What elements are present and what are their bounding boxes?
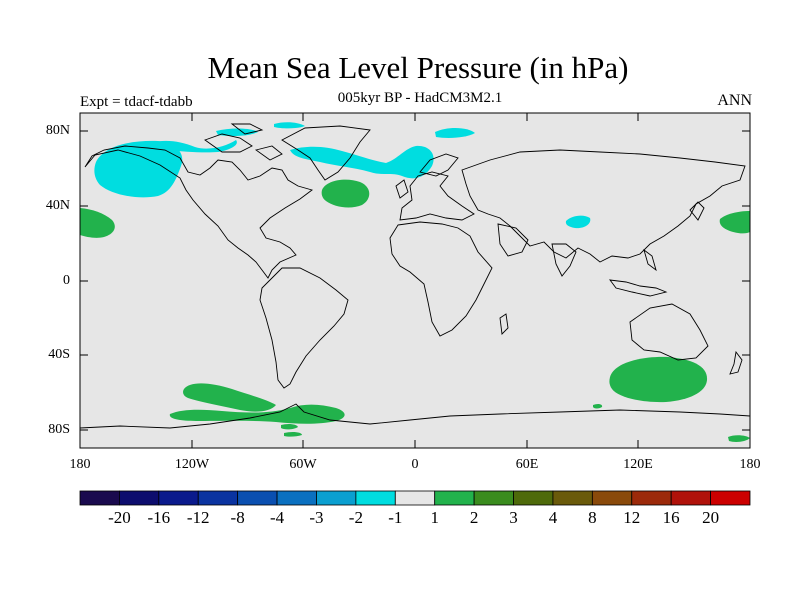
colorbar-tick-label: 8: [588, 508, 597, 527]
colorbar-tick-label: -8: [230, 508, 245, 527]
colorbar-tick-label: -12: [186, 508, 210, 527]
coast-arctic-islands: [204, 123, 283, 161]
coast-scandinavia: [419, 153, 459, 177]
colorbar-tick-label: -16: [147, 508, 171, 527]
colorbar-tick-label: 3: [509, 508, 518, 527]
anomaly-south-australia: [609, 356, 708, 403]
coast-japan: [689, 201, 705, 221]
experiment-label: Expt = tdacf-tdabb: [80, 94, 193, 110]
coast-australia: [629, 303, 709, 361]
colorbar-box: [119, 490, 160, 506]
colorbar-tick-label: -2: [348, 508, 363, 527]
lon-label-0: 0: [411, 457, 419, 472]
coast-britain: [395, 179, 409, 199]
coast-madagascar: [499, 313, 509, 335]
colorbar-box: [355, 490, 396, 506]
anomaly-south-east-corner: [728, 435, 750, 442]
lon-label-60e: 60E: [515, 457, 539, 472]
lon-label-60w: 60W: [289, 457, 317, 472]
colorbar-tick-label: 12: [623, 508, 641, 527]
coast-asia: [461, 149, 746, 263]
lon-label-120e: 120E: [623, 457, 653, 472]
anomaly-south-pacific-upper: [183, 383, 276, 412]
lon-label-120w: 120W: [174, 457, 210, 472]
lat-label-40s: 40S: [48, 347, 70, 362]
coast-se-asia-islands: [609, 279, 668, 297]
colorbar: [79, 490, 751, 506]
colorbar-tick-label: -20: [108, 508, 131, 527]
colorbar-box: [513, 490, 554, 506]
colorbar-box: [158, 490, 199, 506]
colorbar-box: [552, 490, 593, 506]
anomaly-south-pacific-dots: [281, 423, 298, 430]
coast-antarctica: [79, 403, 751, 429]
colorbar-box: [316, 490, 357, 506]
anomaly-west-edge: [80, 208, 115, 238]
colorbar-tick-label: 20: [702, 508, 720, 527]
coast-philippines: [643, 248, 657, 272]
colorbar-tick-label: -4: [269, 508, 285, 527]
coast-greenland: [281, 125, 371, 181]
coast-arabia: [497, 223, 529, 257]
coast-europe: [399, 171, 475, 221]
colorbar-box: [79, 490, 120, 506]
map-subtitle: 005kyr BP - HadCM3M2.1: [337, 90, 503, 106]
anomaly-fields: [80, 122, 750, 442]
map-title: Mean Sea Level Pressure (in hPa): [207, 50, 629, 85]
colorbar-box: [473, 490, 514, 506]
period-label: ANN: [717, 92, 752, 109]
colorbar-box: [591, 490, 633, 506]
lat-label-80n: 80N: [45, 123, 70, 138]
colorbar-box: [276, 490, 317, 506]
anomaly-east-edge: [719, 211, 750, 234]
coast-india: [551, 243, 577, 277]
map-ticks: [80, 113, 750, 448]
coast-new-zealand: [729, 350, 743, 375]
lon-label-180-right: 180: [739, 457, 761, 472]
lat-label-80s: 80S: [48, 422, 70, 437]
colorbar-tick-label: -3: [309, 508, 324, 527]
anomaly-central-asia: [565, 215, 591, 229]
anomaly-small-south: [593, 403, 603, 409]
colorbar-box: [197, 490, 239, 506]
lat-label-40n: 40N: [45, 198, 70, 213]
colorbar-box: [670, 490, 711, 506]
colorbar-box: [434, 490, 475, 506]
anomaly-arctic-canada: [150, 140, 237, 153]
anomaly-north-pacific: [94, 140, 183, 198]
colorbar-box: [237, 490, 278, 506]
colorbar-box: [394, 490, 436, 506]
coastlines: [79, 123, 751, 429]
colorbar-tick-label: 4: [548, 508, 558, 527]
colorbar-tick-label: 2: [469, 508, 479, 527]
coast-africa: [389, 221, 493, 337]
coast-north-america: [84, 145, 313, 279]
lat-label-0: 0: [63, 273, 70, 288]
anomaly-arctic-right: [435, 127, 475, 138]
colorbar-box: [710, 490, 751, 506]
anomaly-south-pacific-dot2: [284, 431, 302, 437]
coast-south-america: [259, 267, 349, 389]
anomaly-arctic-small: [216, 128, 258, 136]
lon-label-180-left: 180: [69, 457, 91, 472]
anomaly-arctic-top: [274, 122, 305, 129]
colorbar-tick-label: -1: [388, 508, 403, 527]
colorbar-tick-label: 16: [662, 508, 680, 527]
anomaly-arctic-atlantic: [290, 145, 434, 179]
colorbar-tick-label: 1: [430, 508, 439, 527]
colorbar-box: [631, 490, 672, 506]
anomaly-north-atlantic: [321, 179, 370, 208]
